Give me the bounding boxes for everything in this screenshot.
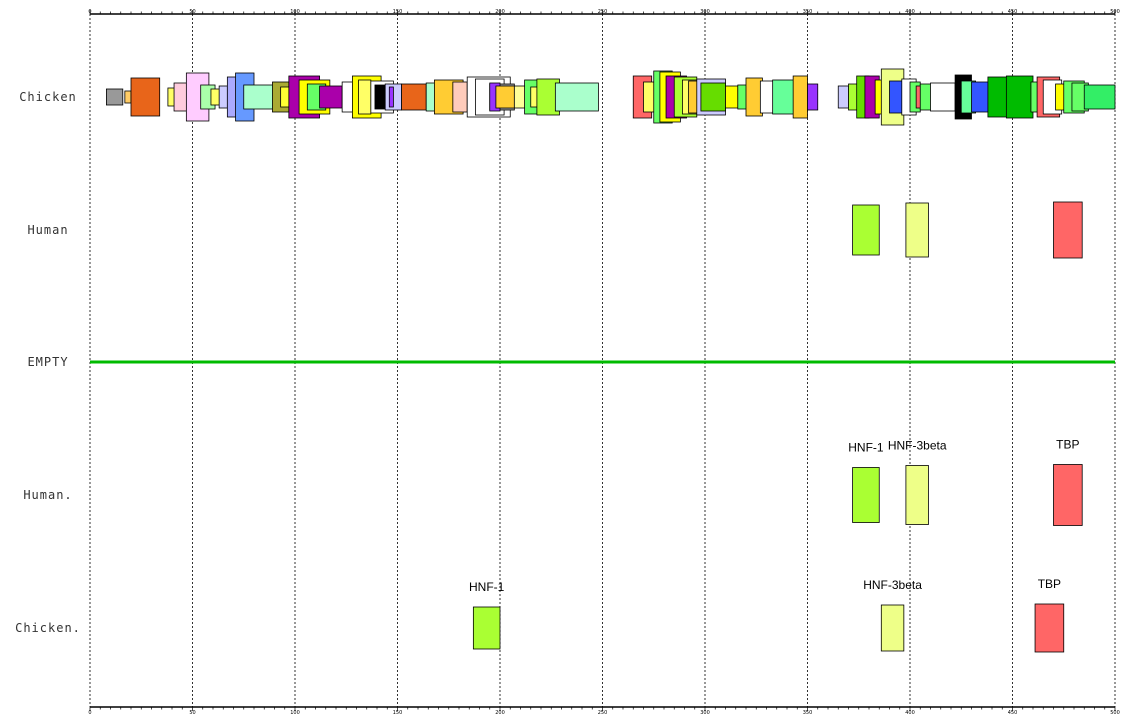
row-chicken: Chicken xyxy=(19,68,1116,126)
feature-box xyxy=(987,76,1009,118)
tick-label: 500 xyxy=(1110,9,1120,15)
feature-box xyxy=(905,202,929,258)
feature-box xyxy=(1053,201,1083,259)
tick-label: 0 xyxy=(88,710,91,716)
row-empty: EMPTY xyxy=(27,355,1115,369)
feature-box xyxy=(792,75,808,119)
feature-box xyxy=(124,90,132,104)
feature-box xyxy=(745,77,763,117)
feature-box xyxy=(319,85,343,109)
feature-box xyxy=(1034,603,1065,653)
feature-box xyxy=(388,86,394,108)
tick-label: 200 xyxy=(495,9,505,15)
feature-box xyxy=(852,467,880,523)
tick-label: 500 xyxy=(1110,710,1120,716)
site-label: HNF-3beta xyxy=(863,578,922,592)
feature-box xyxy=(725,85,739,109)
row-label: Human. xyxy=(23,488,72,502)
tick-label: 400 xyxy=(905,710,915,716)
tick-label: 250 xyxy=(598,9,608,15)
feature-box xyxy=(1005,75,1034,119)
site-label: TBP xyxy=(1056,438,1079,452)
row-chicken-annotated: Chicken. HNF-1 HNF-3beta TBP xyxy=(15,577,1065,653)
tick-label: 350 xyxy=(803,9,813,15)
site-label: TBP xyxy=(1038,577,1061,591)
feature-box xyxy=(401,83,427,111)
tick-label: 150 xyxy=(393,9,403,15)
tick-label: 200 xyxy=(495,710,505,716)
feature-box xyxy=(452,81,468,113)
row-label: Chicken xyxy=(19,90,77,104)
tick-label: 250 xyxy=(598,710,608,716)
tick-label: 450 xyxy=(1008,710,1018,716)
site-label: HNF-3beta xyxy=(888,439,947,453)
site-label: HNF-1 xyxy=(848,441,884,455)
feature-box xyxy=(837,85,849,109)
feature-box xyxy=(130,77,161,117)
feature-box xyxy=(905,465,929,525)
feature-box xyxy=(554,82,599,112)
tick-label: 100 xyxy=(290,9,300,15)
tick-label: 50 xyxy=(189,710,195,716)
feature-box xyxy=(930,82,956,112)
site-label: HNF-1 xyxy=(469,580,505,594)
tick-label: 0 xyxy=(88,9,91,15)
tick-label: 150 xyxy=(393,710,403,716)
feature-box xyxy=(807,83,819,111)
feature-box xyxy=(106,88,124,106)
feature-box xyxy=(700,82,726,112)
row-label: Human xyxy=(27,223,68,237)
feature-box xyxy=(358,79,372,115)
row-human-annotated: Human. HNF-1 HNF-3beta TBP xyxy=(23,438,1083,526)
tick-label: 300 xyxy=(700,710,710,716)
tick-label: 300 xyxy=(700,9,710,15)
feature-box xyxy=(880,604,905,652)
row-human: Human xyxy=(27,201,1083,259)
tick-label: 450 xyxy=(1008,9,1018,15)
feature-box xyxy=(852,204,880,256)
tick-label: 350 xyxy=(803,710,813,716)
feature-box xyxy=(472,606,501,650)
feature-box xyxy=(495,85,515,109)
tick-label: 100 xyxy=(290,710,300,716)
feature-box xyxy=(772,79,796,115)
feature-box xyxy=(218,85,228,109)
feature-box xyxy=(1083,84,1116,110)
row-label: Chicken. xyxy=(15,621,81,635)
feature-box xyxy=(1053,464,1083,526)
row-label: EMPTY xyxy=(27,355,68,369)
tick-label: 50 xyxy=(189,9,195,15)
tick-label: 400 xyxy=(905,9,915,15)
